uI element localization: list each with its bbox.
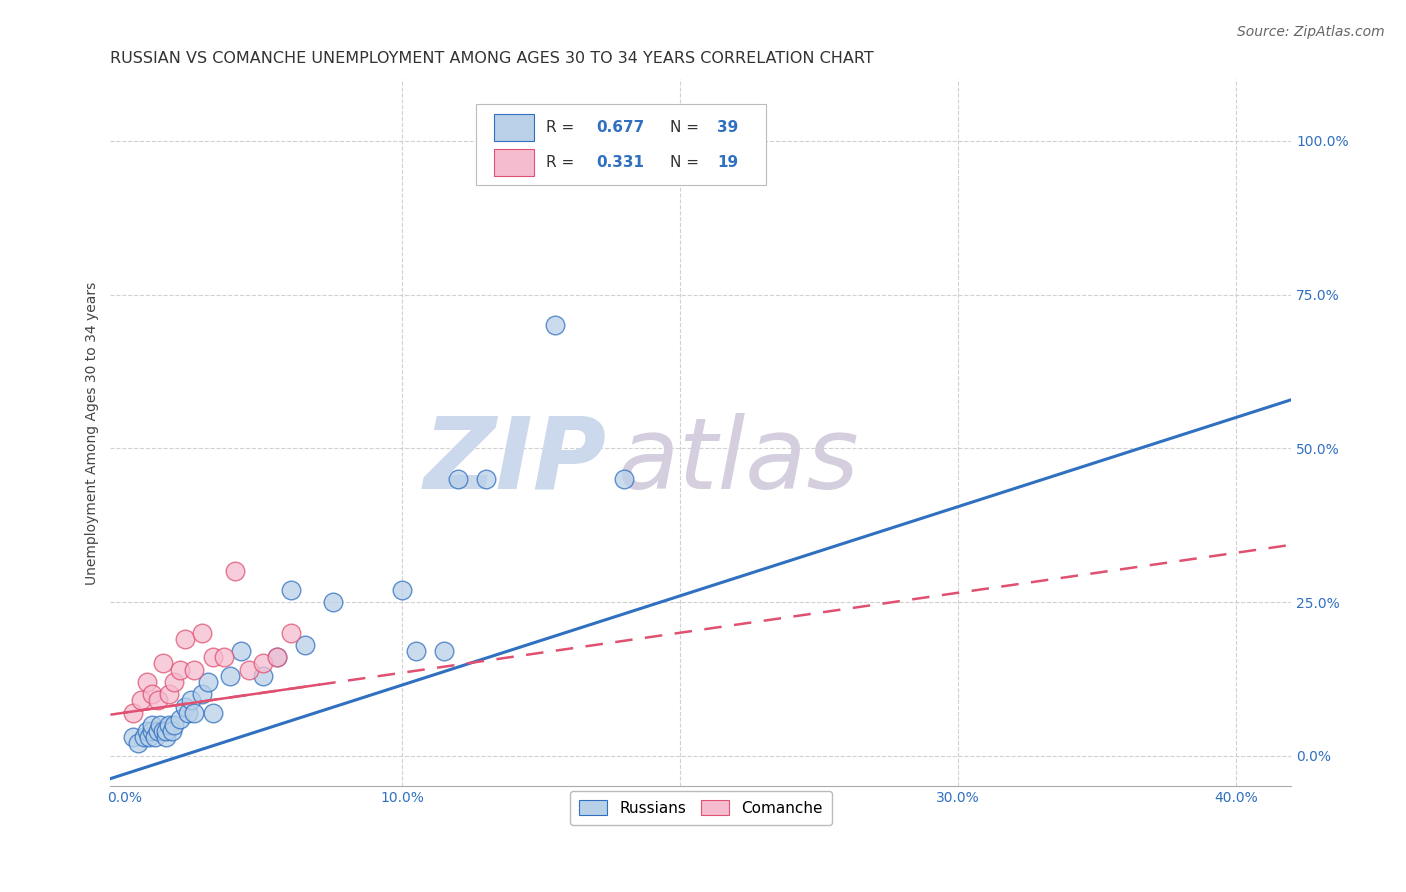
Point: [191, 625, 214, 640]
Point: [143, 731, 166, 745]
Point: [141, 687, 163, 701]
Point: [180, 693, 202, 707]
Point: [121, 731, 143, 745]
Point: [447, 472, 470, 486]
Point: [322, 595, 344, 609]
Point: [391, 582, 413, 597]
Point: [405, 644, 427, 658]
Point: [163, 718, 186, 732]
Text: ZIP: ZIP: [423, 413, 606, 509]
Point: [474, 472, 496, 486]
Point: [280, 582, 302, 597]
Point: [169, 663, 191, 677]
Point: [157, 687, 180, 701]
Point: [121, 706, 143, 720]
Point: [229, 644, 252, 658]
Text: N =: N =: [671, 120, 704, 135]
Text: Source: ZipAtlas.com: Source: ZipAtlas.com: [1237, 25, 1385, 39]
Text: 39: 39: [717, 120, 738, 135]
Point: [266, 650, 288, 665]
Text: R =: R =: [546, 120, 579, 135]
Text: N =: N =: [671, 155, 704, 170]
Point: [135, 724, 157, 739]
Point: [146, 693, 169, 707]
Point: [135, 675, 157, 690]
Text: 19: 19: [717, 155, 738, 170]
Point: [129, 693, 152, 707]
FancyBboxPatch shape: [495, 114, 534, 141]
Point: [141, 724, 163, 739]
Point: [280, 625, 302, 640]
Point: [224, 564, 246, 578]
Point: [157, 718, 180, 732]
Point: [132, 731, 155, 745]
Text: RUSSIAN VS COMANCHE UNEMPLOYMENT AMONG AGES 30 TO 34 YEARS CORRELATION CHART: RUSSIAN VS COMANCHE UNEMPLOYMENT AMONG A…: [111, 51, 875, 66]
Point: [433, 644, 456, 658]
Point: [294, 638, 316, 652]
Point: [163, 675, 186, 690]
FancyBboxPatch shape: [495, 149, 534, 177]
Point: [174, 699, 197, 714]
Point: [214, 650, 236, 665]
Text: R =: R =: [546, 155, 579, 170]
Point: [155, 724, 177, 739]
Point: [160, 724, 183, 739]
Text: 0.331: 0.331: [596, 155, 644, 170]
Point: [219, 669, 242, 683]
Point: [127, 736, 149, 750]
Point: [266, 650, 288, 665]
FancyBboxPatch shape: [477, 104, 766, 186]
Point: [571, 134, 593, 148]
Point: [152, 657, 174, 671]
Point: [202, 650, 225, 665]
Point: [149, 718, 172, 732]
Point: [238, 663, 260, 677]
Point: [544, 318, 567, 333]
Point: [146, 724, 169, 739]
Text: 0.677: 0.677: [596, 120, 644, 135]
Point: [169, 712, 191, 726]
Point: [252, 657, 274, 671]
Point: [174, 632, 197, 646]
Point: [197, 675, 219, 690]
Point: [152, 724, 174, 739]
Point: [183, 706, 205, 720]
Legend: Russians, Comanche: Russians, Comanche: [571, 791, 831, 825]
Point: [183, 663, 205, 677]
Point: [141, 718, 163, 732]
Point: [202, 706, 225, 720]
Point: [155, 731, 177, 745]
Point: [177, 706, 200, 720]
Point: [138, 731, 160, 745]
Point: [252, 669, 274, 683]
Y-axis label: Unemployment Among Ages 30 to 34 years: Unemployment Among Ages 30 to 34 years: [86, 281, 100, 584]
Text: atlas: atlas: [619, 413, 860, 509]
Point: [191, 687, 214, 701]
Point: [613, 472, 636, 486]
